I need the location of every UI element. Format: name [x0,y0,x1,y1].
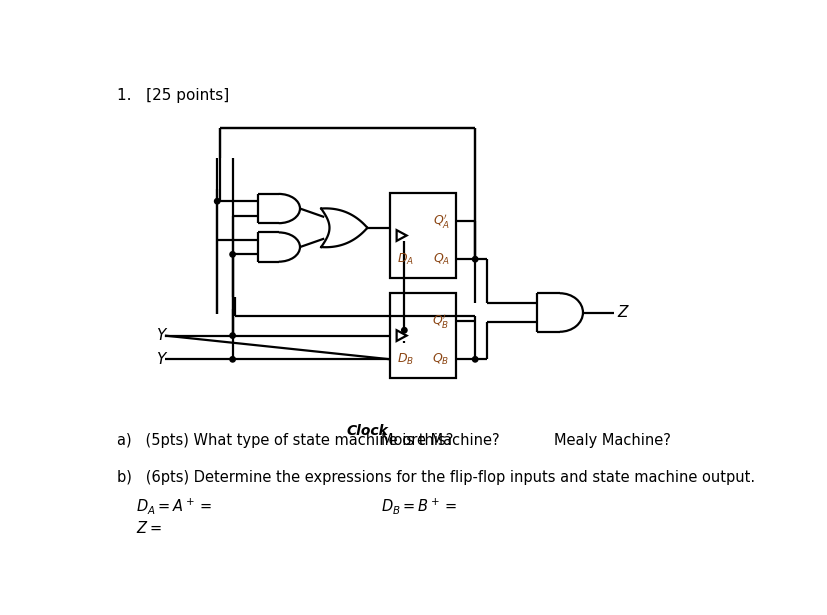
Text: $D_A$: $D_A$ [396,252,414,267]
Circle shape [472,357,477,362]
Text: $D_A = A^+ =$: $D_A = A^+ =$ [136,496,213,516]
Text: Mealy Machine?: Mealy Machine? [554,434,671,448]
Text: $D_B$: $D_B$ [396,352,414,367]
Text: $D_B = B^+ =$: $D_B = B^+ =$ [380,496,457,516]
Text: Z: Z [617,305,628,320]
Text: Y: Y [155,328,165,343]
Circle shape [230,252,235,257]
Text: b)   (6pts) Determine the expressions for the flip-flop inputs and state machine: b) (6pts) Determine the expressions for … [117,470,754,485]
Text: $Q_B'$: $Q_B'$ [432,312,449,330]
Bar [390,293,456,378]
Text: $Q_A'$: $Q_A'$ [432,212,449,230]
Text: Y: Y [155,352,165,367]
Circle shape [214,199,220,204]
Circle shape [230,357,235,362]
Text: Clock: Clock [346,424,388,438]
Text: a)   (5pts) What type of state machine is this?: a) (5pts) What type of state machine is … [117,434,453,448]
Circle shape [401,328,407,333]
Bar [390,193,456,278]
Text: $Q_B$: $Q_B$ [432,352,449,367]
Text: $Q_A$: $Q_A$ [432,252,449,267]
Text: Moore Machine?: Moore Machine? [380,434,500,448]
Circle shape [230,333,235,338]
Text: $Z =$: $Z =$ [136,520,162,536]
Text: 1.   [25 points]: 1. [25 points] [117,88,229,103]
Circle shape [472,256,477,262]
